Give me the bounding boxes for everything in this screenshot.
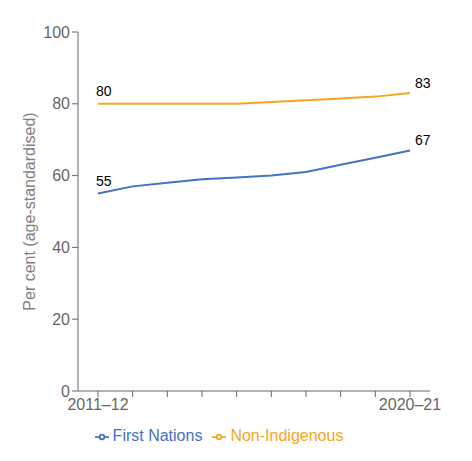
svg-text:Per cent (age-standardised): Per cent (age-standardised) xyxy=(21,112,38,310)
svg-text:80: 80 xyxy=(96,83,112,99)
svg-text:55: 55 xyxy=(96,173,112,189)
svg-text:0: 0 xyxy=(61,383,70,400)
svg-text:40: 40 xyxy=(52,239,70,256)
svg-text:2011–12: 2011–12 xyxy=(67,396,128,413)
svg-text:100: 100 xyxy=(43,24,70,41)
svg-text:83: 83 xyxy=(415,75,431,91)
svg-text:67: 67 xyxy=(415,132,431,148)
svg-text:60: 60 xyxy=(52,167,70,184)
svg-text:2020–21: 2020–21 xyxy=(379,396,441,413)
svg-text:80: 80 xyxy=(52,95,70,112)
html-text:First Nations: First Nations xyxy=(112,427,203,444)
svg-text:20: 20 xyxy=(52,311,70,328)
html-text:Non-Indigenous: Non-Indigenous xyxy=(230,427,344,444)
